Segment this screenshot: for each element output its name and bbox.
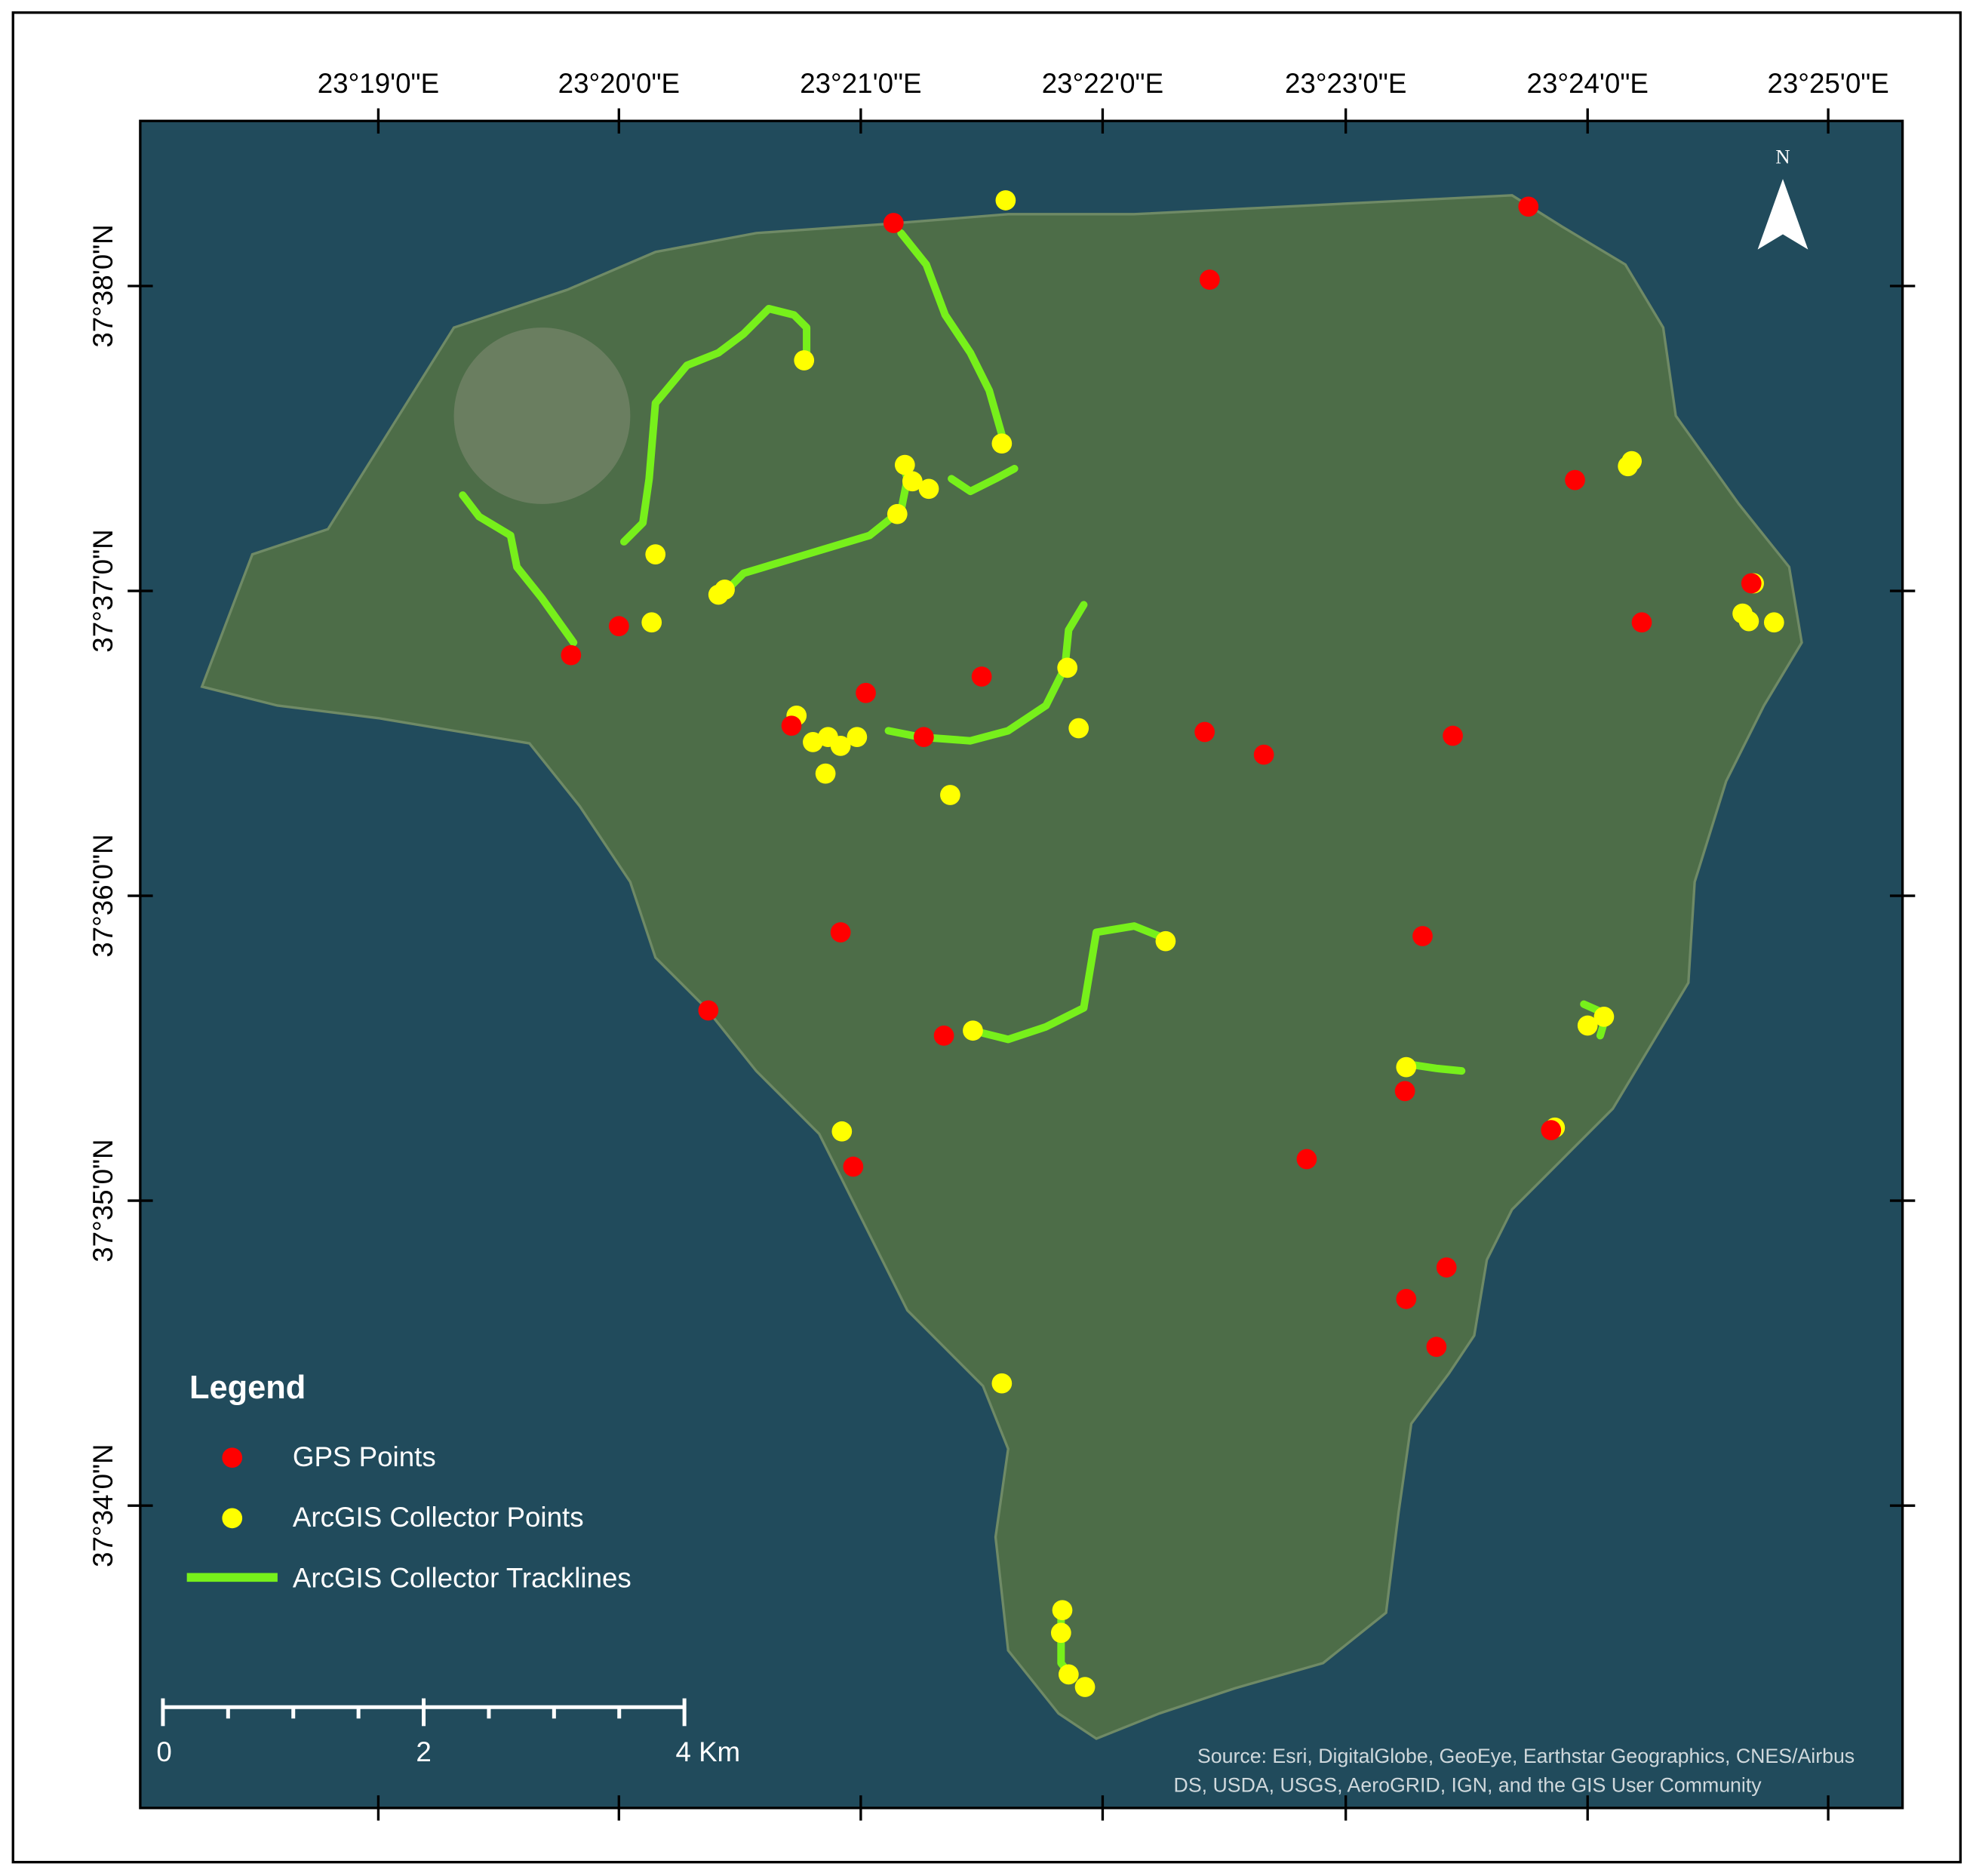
gps-point	[856, 682, 876, 703]
trackline	[948, 465, 1019, 496]
north-arrow	[1757, 179, 1809, 250]
collector-point	[1593, 1006, 1615, 1027]
collector-point	[1057, 657, 1078, 678]
collector-point	[1050, 1622, 1071, 1644]
gps-point	[1741, 573, 1762, 594]
map-frame	[139, 119, 1904, 1810]
gps-point	[698, 1000, 719, 1021]
gps-point	[1394, 1081, 1415, 1102]
legend-gps-symbol	[222, 1447, 243, 1469]
source-text: Source: Esri, DigitalGlobe, GeoEye, Eart…	[1197, 1745, 1855, 1767]
gps-point	[1296, 1149, 1317, 1170]
collector-point	[708, 584, 729, 605]
trackline	[459, 491, 578, 647]
trackline	[897, 229, 1006, 439]
collector-point	[1052, 1600, 1073, 1621]
gps-point	[1396, 1288, 1417, 1309]
collector-point	[1155, 930, 1176, 952]
collector-point	[1763, 612, 1784, 633]
gps-point	[933, 1026, 954, 1046]
collector-point	[991, 433, 1013, 454]
collector-point	[831, 1121, 853, 1142]
collector-point	[847, 727, 868, 748]
gps-point	[1518, 196, 1539, 217]
scale-label: 2	[416, 1736, 431, 1767]
collector-point	[918, 478, 939, 500]
legend-title: Legend	[189, 1370, 306, 1406]
collector-point	[645, 544, 666, 564]
gps-point	[1565, 469, 1585, 491]
collector-point	[1074, 1677, 1096, 1697]
gps-point	[843, 1156, 864, 1177]
longitude-label: 23°19'0"E	[318, 68, 439, 99]
longitude-label: 23°23'0"E	[1285, 68, 1406, 99]
gps-point	[1436, 1257, 1457, 1278]
latitude-label: 37°37'0"N	[88, 529, 118, 652]
gps-point	[608, 616, 629, 637]
gps-point	[971, 666, 992, 687]
collector-point	[1058, 1664, 1079, 1685]
collector-point	[803, 732, 823, 752]
gps-point	[1443, 725, 1463, 746]
longitude-label: 23°22'0"E	[1042, 68, 1163, 99]
collector-point	[894, 454, 915, 475]
gps-point	[1631, 612, 1652, 633]
collector-point	[902, 471, 923, 492]
collector-point	[815, 763, 836, 784]
collector-point	[991, 1373, 1013, 1394]
longitude-label: 23°21'0"E	[800, 68, 921, 99]
gps-point	[913, 727, 934, 748]
longitude-label: 23°20'0"E	[558, 68, 680, 99]
latitude-label: 37°36'0"N	[88, 834, 118, 957]
legend-item: GPS Points	[293, 1441, 436, 1472]
collector-point	[1618, 456, 1639, 477]
collector-point	[830, 736, 851, 756]
latitude-label: 37°35'0"N	[88, 1139, 118, 1262]
longitude-label: 23°25'0"E	[1767, 68, 1888, 99]
island	[200, 194, 1803, 1740]
gps-point	[781, 715, 802, 737]
collector-point	[1577, 1015, 1598, 1036]
map-features	[459, 190, 1784, 1697]
collector-point	[995, 190, 1016, 211]
collector-point	[940, 785, 960, 805]
collector-point	[794, 350, 815, 371]
gps-point	[883, 213, 904, 233]
longitude-label: 23°24'0"E	[1527, 68, 1649, 99]
latitude-label: 37°38'0"N	[88, 224, 118, 347]
gps-point	[1194, 721, 1215, 743]
collector-point	[963, 1020, 983, 1041]
collector-point	[1738, 610, 1759, 632]
collector-point	[1396, 1056, 1417, 1078]
legend-item: ArcGIS Collector Tracklines	[293, 1562, 632, 1593]
north-label: N	[1775, 145, 1790, 168]
collector-point	[1068, 718, 1089, 739]
trackline	[1407, 1060, 1466, 1075]
gps-point	[1253, 744, 1274, 765]
gps-point	[1541, 1120, 1562, 1140]
source-text: DS, USDA, USGS, AeroGRID, IGN, and the G…	[1174, 1774, 1762, 1797]
latitude-label: 37°34'0"N	[88, 1444, 118, 1567]
legend-collector-symbol	[222, 1508, 243, 1529]
scale-bar	[161, 1698, 687, 1727]
gps-point	[1412, 926, 1433, 946]
collector-point	[641, 612, 662, 633]
gps-point	[1426, 1336, 1447, 1358]
trackline	[619, 305, 811, 546]
gps-point	[1199, 269, 1220, 291]
gps-point	[830, 922, 851, 943]
trackline	[979, 922, 1169, 1044]
scale-label: 4 Km	[675, 1736, 740, 1767]
gps-point	[561, 644, 582, 666]
scale-label: 0	[156, 1736, 171, 1767]
collector-point	[887, 503, 908, 524]
legend-item: ArcGIS Collector Points	[293, 1502, 584, 1533]
bare-area	[453, 328, 631, 504]
